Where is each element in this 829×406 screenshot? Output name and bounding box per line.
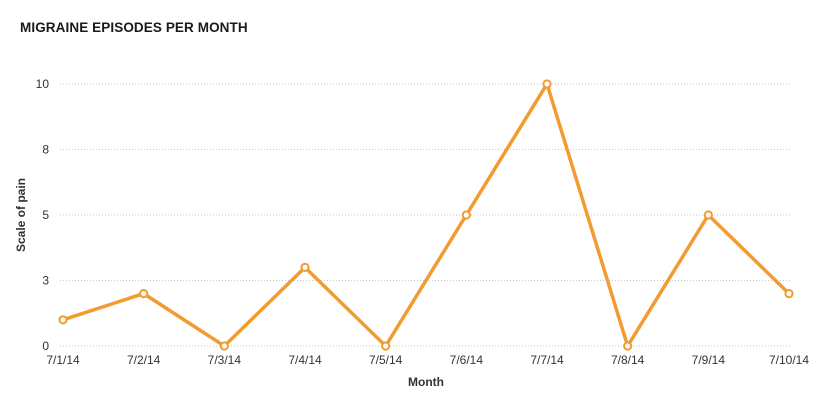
x-tick-label: 7/7/14 (530, 353, 564, 367)
series-line (61, 79, 791, 351)
x-tick-label: 7/2/14 (127, 353, 161, 367)
y-tick-label: 3 (42, 274, 49, 288)
x-tick-label: 7/1/14 (46, 353, 80, 367)
x-axis-ticks: 7/1/14 7/2/14 7/3/14 7/4/14 7/5/14 7/6/14 7/7/… (46, 353, 809, 367)
y-axis-title: Scale of pain (14, 178, 28, 252)
data-point[interactable] (300, 262, 310, 272)
x-tick-label: 7/5/14 (369, 353, 403, 367)
data-point[interactable] (623, 341, 633, 351)
y-tick-label: 8 (42, 143, 49, 157)
x-tick-label: 7/8/14 (611, 353, 645, 367)
data-point[interactable] (139, 289, 149, 299)
data-point[interactable] (784, 289, 794, 299)
y-tick-label: 10 (36, 77, 50, 91)
x-tick-label: 7/9/14 (692, 353, 726, 367)
data-point[interactable] (58, 315, 68, 325)
data-point[interactable] (461, 210, 471, 220)
data-point[interactable] (542, 79, 552, 89)
y-axis-ticks: 0 3 5 8 10 (36, 77, 50, 353)
x-tick-label: 7/3/14 (208, 353, 242, 367)
data-point[interactable] (219, 341, 229, 351)
series-layer (58, 79, 794, 351)
x-axis-title: Month (408, 375, 444, 389)
chart-title: MIGRAINE EPISODES PER MONTH (20, 20, 248, 35)
x-tick-label: 7/6/14 (450, 353, 484, 367)
y-tick-label: 5 (42, 208, 49, 222)
x-tick-label: 7/4/14 (288, 353, 322, 367)
data-point[interactable] (381, 341, 391, 351)
data-point[interactable] (703, 210, 713, 220)
gridlines (60, 83, 792, 347)
x-tick-label: 7/10/14 (769, 353, 809, 367)
y-tick-label: 0 (42, 339, 49, 353)
